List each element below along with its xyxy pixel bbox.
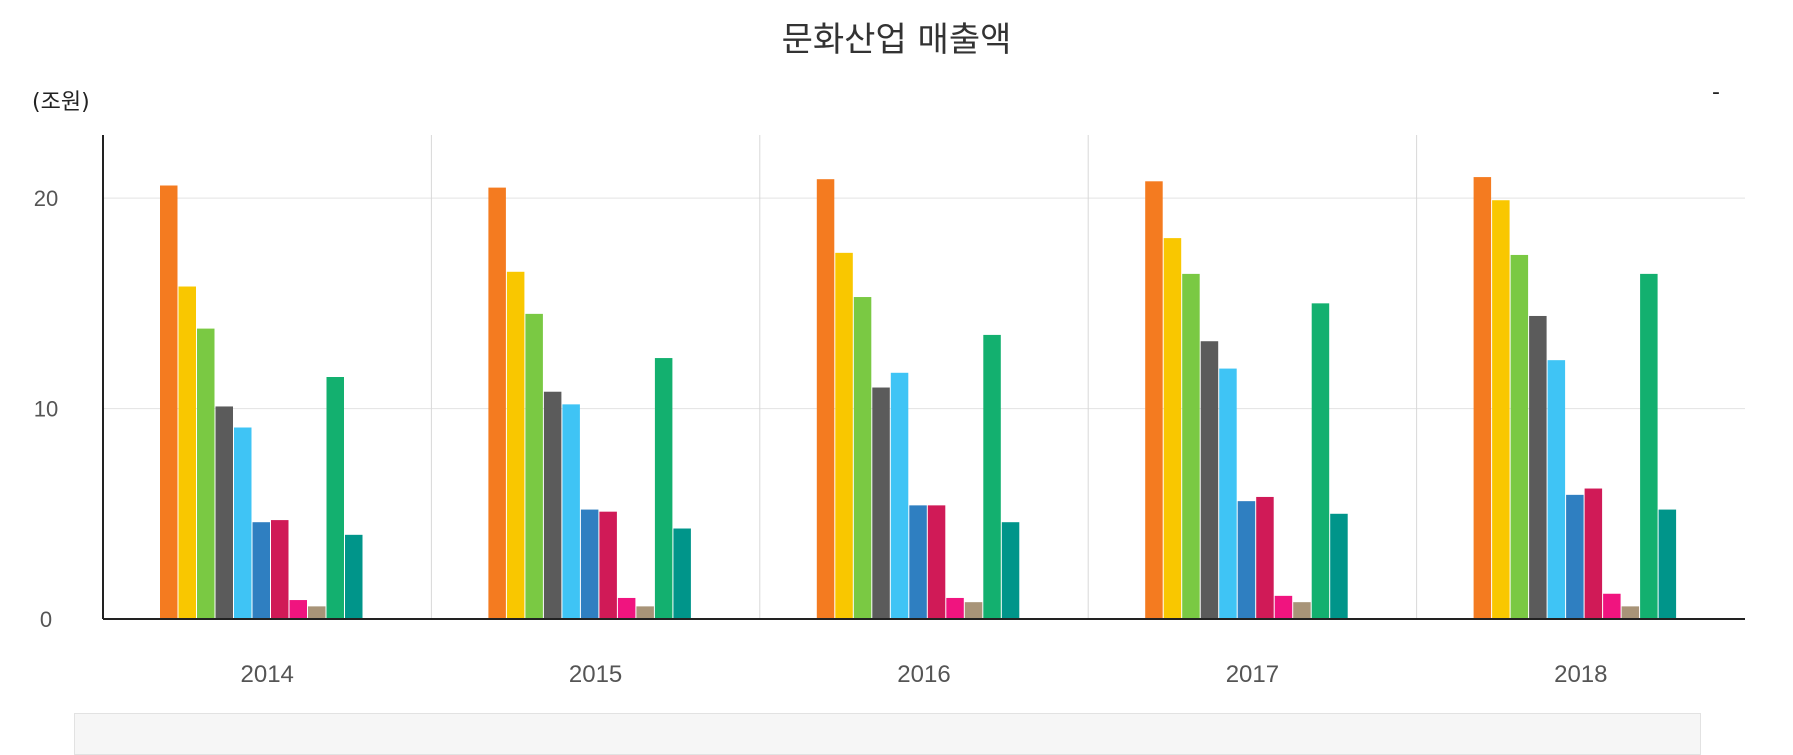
bar bbox=[271, 520, 289, 619]
corner-mark: - bbox=[1712, 80, 1720, 105]
bar bbox=[308, 606, 326, 619]
bar bbox=[252, 522, 270, 619]
bar bbox=[1163, 238, 1182, 619]
x-category-label: 2014 bbox=[241, 661, 294, 688]
bar bbox=[345, 534, 363, 619]
bar bbox=[964, 602, 983, 619]
bar bbox=[1547, 360, 1566, 619]
bar bbox=[1311, 303, 1330, 619]
bar bbox=[1510, 254, 1529, 620]
bar bbox=[1492, 200, 1510, 619]
x-category-label: 2015 bbox=[569, 661, 622, 688]
bar bbox=[215, 406, 233, 619]
bar bbox=[673, 528, 691, 619]
bar bbox=[617, 597, 636, 619]
bar bbox=[543, 391, 562, 619]
bar bbox=[1274, 595, 1293, 619]
chart-title: 문화산업 매출액 bbox=[781, 20, 1012, 60]
x-category-labels: 2014 2015 2016 2017 2018 bbox=[241, 661, 1608, 688]
bar bbox=[1219, 368, 1237, 619]
bar bbox=[983, 334, 1001, 619]
bar-chart: 0 10 20 2014 2015 2016 2017 2018 bbox=[34, 135, 1745, 688]
y-tick-label: 20 bbox=[34, 186, 58, 211]
bar bbox=[1182, 273, 1200, 619]
bar bbox=[1256, 496, 1274, 619]
bar bbox=[197, 328, 215, 619]
bar bbox=[1145, 181, 1163, 619]
bar bbox=[326, 377, 344, 619]
bar bbox=[636, 606, 654, 619]
bar bbox=[1658, 509, 1677, 619]
bar bbox=[1584, 488, 1603, 619]
y-tick-label: 0 bbox=[40, 607, 52, 632]
bar bbox=[1001, 522, 1020, 619]
bar bbox=[1473, 177, 1492, 619]
bar bbox=[506, 271, 525, 619]
bar bbox=[1640, 273, 1658, 619]
bar bbox=[234, 427, 252, 619]
x-category-label: 2018 bbox=[1554, 661, 1607, 688]
axes bbox=[102, 135, 1745, 620]
bar bbox=[1293, 602, 1311, 619]
bar bbox=[488, 187, 506, 619]
bar bbox=[562, 404, 580, 619]
bar bbox=[872, 387, 890, 619]
bar bbox=[835, 252, 853, 619]
bar bbox=[890, 372, 909, 619]
gridlines bbox=[103, 197, 1745, 410]
bar bbox=[909, 505, 927, 619]
category-separators bbox=[430, 135, 1418, 619]
bar bbox=[1330, 513, 1348, 619]
bar bbox=[580, 509, 599, 619]
bar bbox=[1566, 494, 1584, 619]
bar bbox=[654, 358, 673, 619]
legend-panel bbox=[74, 713, 1701, 755]
y-tick-labels: 0 10 20 bbox=[34, 186, 58, 632]
bar bbox=[1529, 315, 1547, 619]
bar bbox=[1621, 606, 1640, 619]
bar bbox=[178, 286, 196, 619]
bar bbox=[599, 511, 617, 619]
x-category-label: 2016 bbox=[897, 661, 950, 688]
bar bbox=[1200, 341, 1219, 619]
bar bbox=[1603, 593, 1621, 619]
y-axis-unit-label: (조원) bbox=[32, 90, 90, 115]
bar bbox=[160, 185, 178, 620]
bar bbox=[289, 600, 307, 619]
x-category-label: 2017 bbox=[1226, 661, 1279, 688]
bar bbox=[816, 179, 835, 620]
bar bbox=[853, 297, 872, 619]
bar bbox=[525, 313, 543, 619]
bar bbox=[1237, 501, 1256, 619]
bar bbox=[927, 505, 946, 619]
y-tick-label: 10 bbox=[34, 397, 58, 422]
bars bbox=[160, 177, 1677, 620]
bar bbox=[946, 597, 964, 619]
